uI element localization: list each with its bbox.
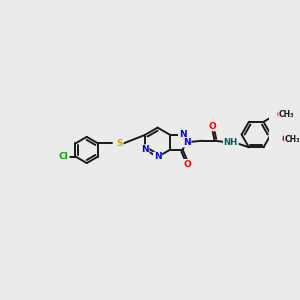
Text: NH: NH (224, 138, 238, 147)
Text: O: O (281, 135, 288, 144)
Text: O: O (183, 160, 191, 169)
Text: O: O (277, 111, 284, 120)
Text: CH₃: CH₃ (279, 110, 294, 119)
Text: Cl: Cl (59, 152, 69, 161)
Text: N: N (183, 138, 191, 147)
Text: O: O (208, 122, 216, 130)
Text: N: N (154, 152, 161, 161)
Text: N: N (141, 145, 149, 154)
Text: CH₃: CH₃ (285, 136, 300, 145)
Text: S: S (116, 139, 123, 148)
Text: N: N (179, 130, 186, 140)
